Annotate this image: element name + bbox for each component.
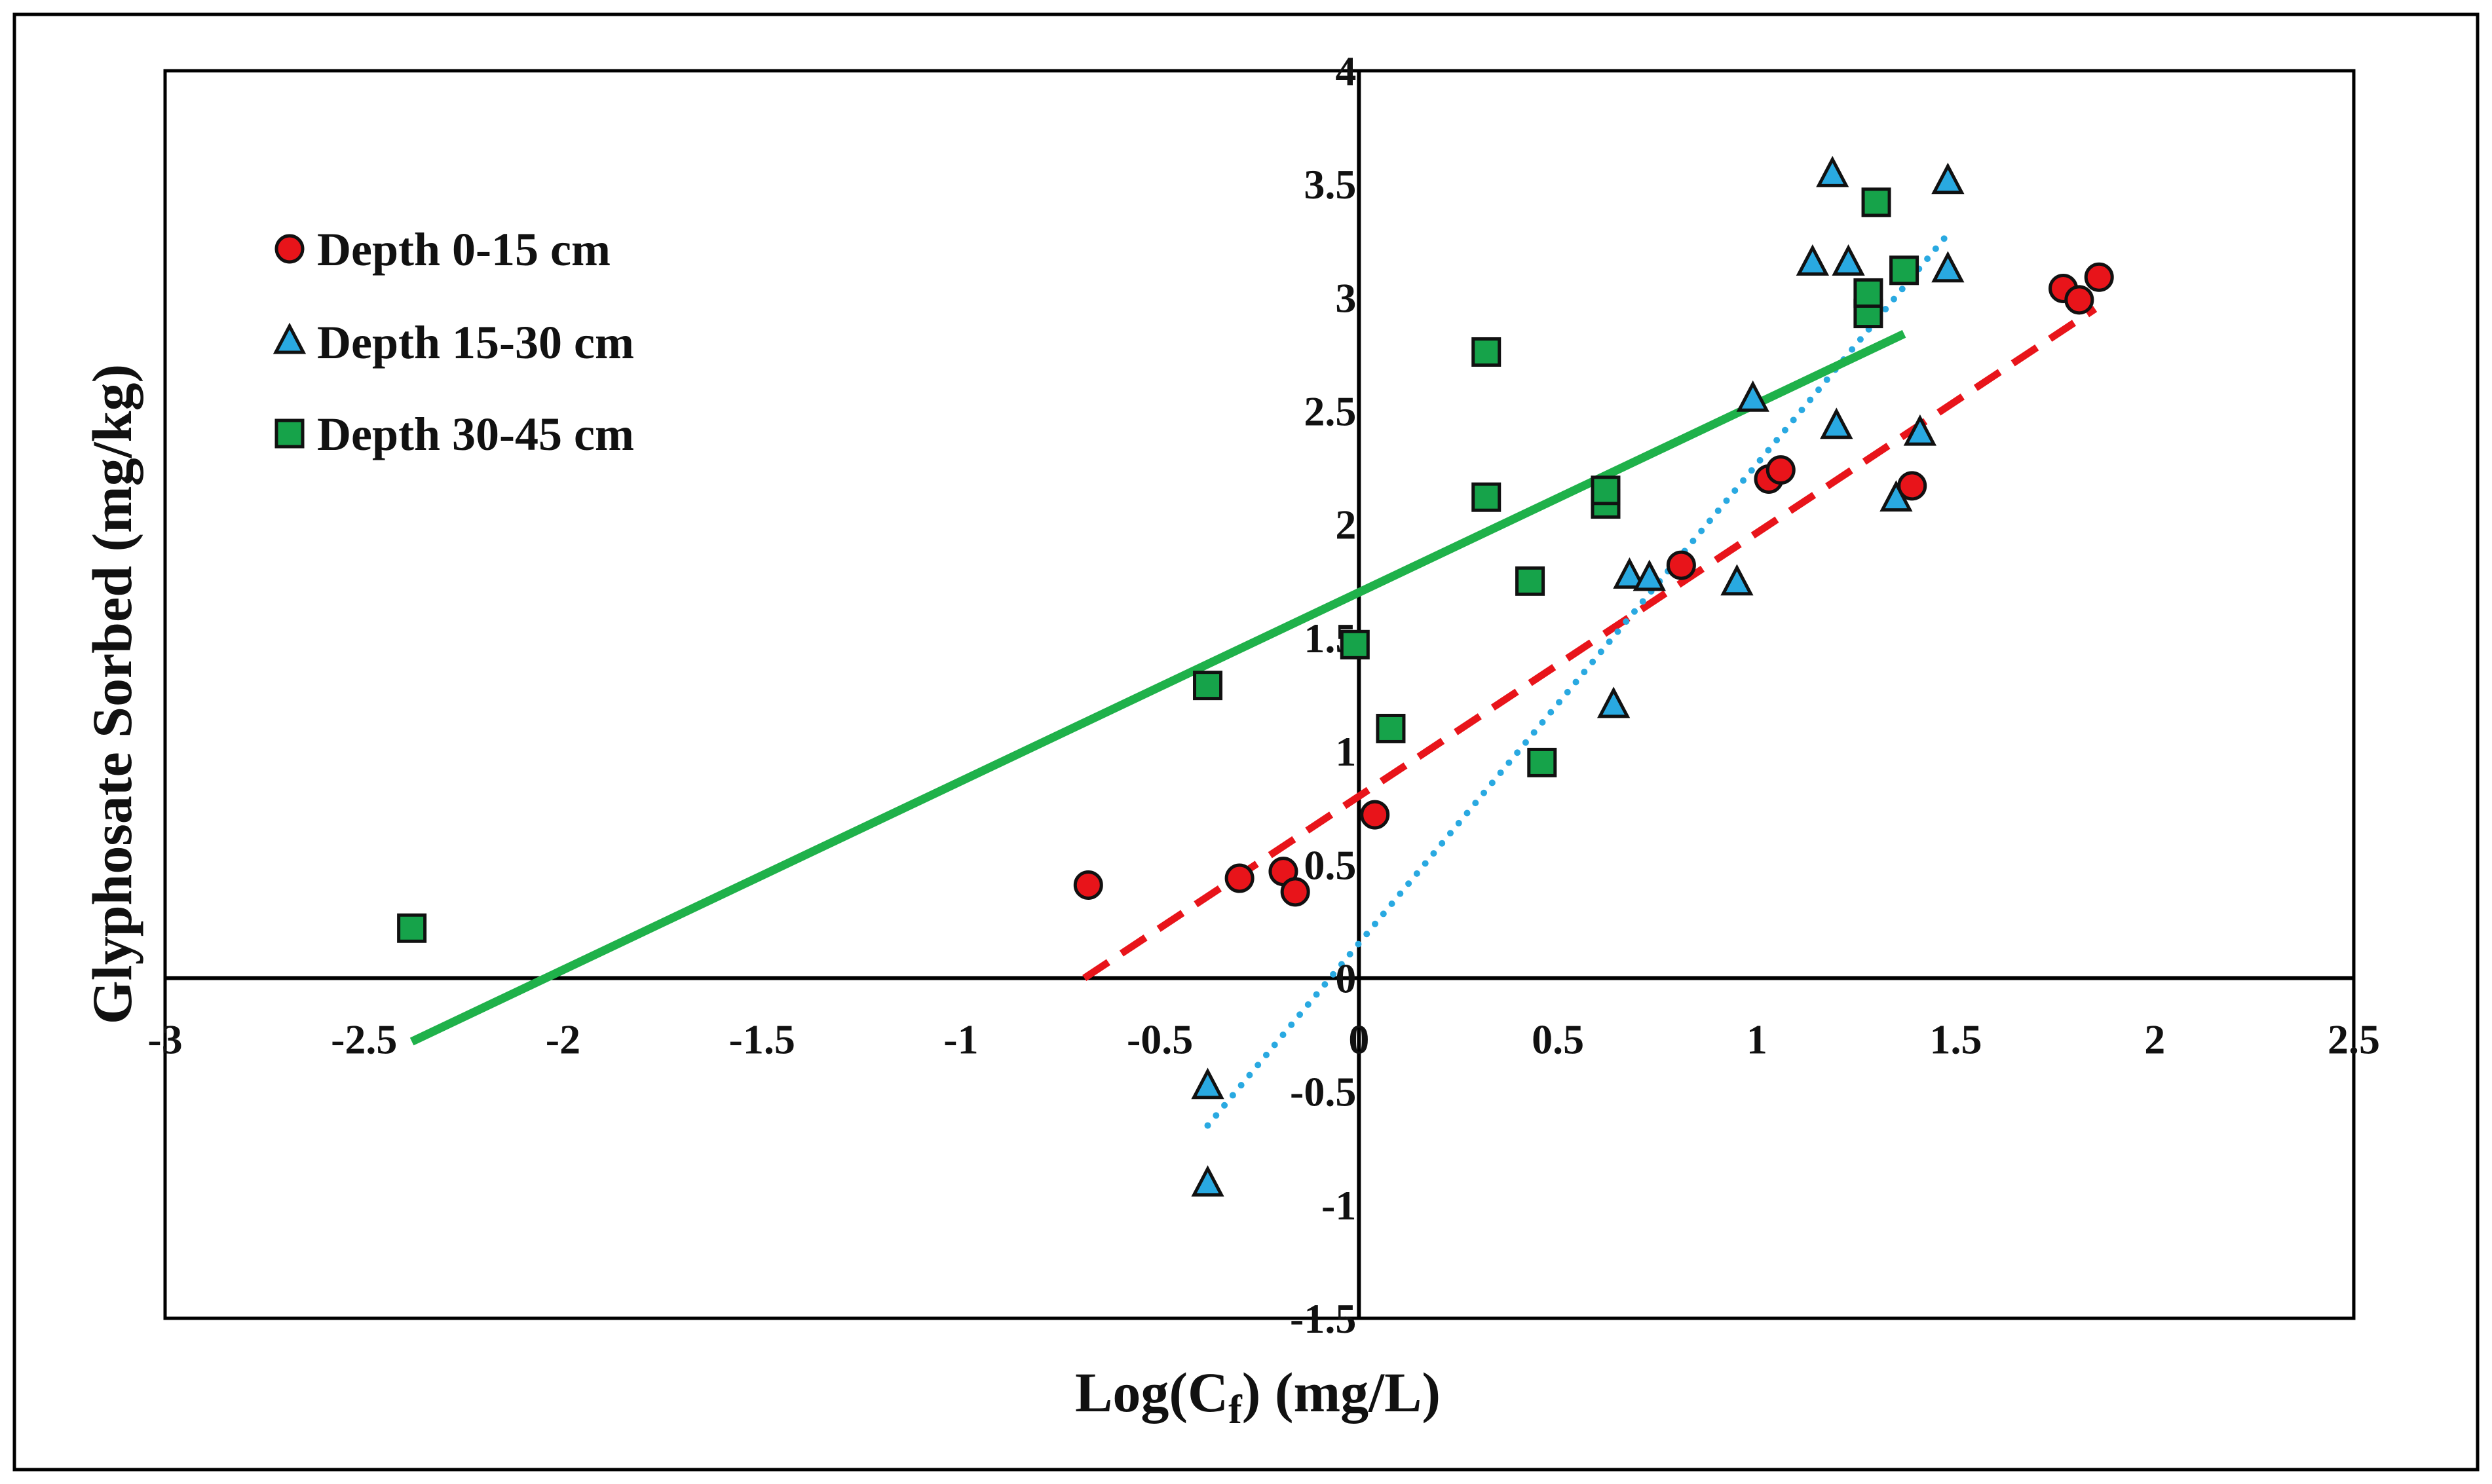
x-tick-label: -1 — [943, 1016, 978, 1062]
data-point-series-1 — [1736, 380, 1769, 412]
legend-item-depth-30-45: Depth 30-45 cm — [274, 408, 634, 460]
y-tick-label: 0 — [1335, 955, 1356, 1001]
x-tick-label: 1.5 — [1930, 1016, 1982, 1062]
y-tick-label: 3 — [1335, 274, 1356, 321]
data-point-series-0 — [1360, 800, 1390, 830]
y-tick-label: 0.5 — [1304, 842, 1356, 888]
data-point-series-1 — [1816, 155, 1849, 187]
data-point-series-2 — [1471, 337, 1501, 367]
tick-labels: -3 -2.5 -2 -1.5 -1 -0.5 0 0.5 1 1.5 2 2.5 -1.5 -1 -0.5… — [147, 48, 2380, 1342]
data-point-series-1 — [1613, 557, 1646, 589]
data-point-series-0 — [2064, 285, 2094, 315]
legend: Depth 0-15 cm Depth 15-30 cm Depth 30-45… — [273, 223, 634, 460]
data-point-series-1 — [1596, 686, 1631, 718]
x-axis-title-subscript: f — [1228, 1388, 1243, 1432]
trend-lines — [409, 231, 2098, 1129]
y-tick-label: 1 — [1335, 728, 1356, 775]
legend-label-depth-0-15: Depth 0-15 cm — [317, 223, 611, 276]
trend-line-series-1 — [1204, 231, 1952, 1129]
x-tick-label: -3 — [147, 1016, 182, 1062]
x-tick-label: -2.5 — [331, 1016, 397, 1062]
y-tick-label: -1.5 — [1290, 1295, 1356, 1342]
data-point-series-0 — [1666, 550, 1696, 580]
data-point-series-2 — [1591, 475, 1621, 506]
x-tick-label: -2 — [546, 1016, 580, 1062]
data-point-series-0 — [1765, 455, 1796, 485]
x-tick-label: -1.5 — [729, 1016, 795, 1062]
data-point-series-1 — [1191, 1165, 1224, 1197]
data-point-series-2 — [1340, 629, 1370, 659]
data-point-series-1 — [1879, 480, 1913, 512]
x-tick-label: -0.5 — [1127, 1016, 1193, 1062]
y-axis-title: Glyphosate Sorbed (mg/kg) — [81, 364, 143, 1024]
trend-line-series-0 — [1082, 306, 2098, 982]
data-point-series-0 — [1224, 863, 1255, 893]
legend-item-depth-0-15: Depth 0-15 cm — [274, 223, 611, 276]
data-point-series-0 — [2084, 262, 2114, 292]
legend-label-depth-30-45: Depth 30-45 cm — [317, 408, 634, 460]
y-tick-label: -1 — [1321, 1182, 1356, 1229]
x-tick-label: 0.5 — [1532, 1016, 1584, 1062]
data-point-series-2 — [1193, 671, 1223, 701]
data-point-series-1 — [1832, 244, 1865, 276]
legend-marker-triangle — [273, 322, 307, 354]
x-axis-title-main: Log(C — [1075, 1361, 1228, 1424]
y-tick-label: -0.5 — [1290, 1069, 1356, 1115]
data-point-series-1 — [1191, 1067, 1224, 1100]
data-point-series-2 — [1471, 482, 1501, 512]
y-tick-label: 4 — [1335, 48, 1356, 94]
data-point-series-2 — [1853, 278, 1883, 308]
data-points — [397, 155, 2114, 1197]
data-point-series-0 — [1280, 877, 1310, 907]
data-point-series-1 — [1903, 414, 1937, 446]
legend-item-depth-15-30: Depth 15-30 cm — [273, 316, 634, 369]
legend-marker-square — [274, 418, 305, 449]
legend-label-depth-15-30: Depth 15-30 cm — [317, 316, 634, 369]
data-point-series-1 — [1720, 564, 1754, 596]
legend-marker-circle — [274, 234, 305, 264]
chart-outer-border — [12, 12, 2480, 1472]
data-point-series-2 — [1515, 566, 1545, 596]
x-axis-title: Log(Cf) (mg/L) — [1075, 1361, 1441, 1432]
data-point-series-2 — [1527, 747, 1557, 777]
legend-marker-shape — [274, 418, 305, 449]
data-point-series-2 — [1376, 713, 1406, 743]
data-point-series-1 — [1931, 251, 1965, 283]
legend-marker-shape — [274, 234, 305, 264]
data-point-series-2 — [1889, 255, 1919, 286]
data-point-series-1 — [1931, 162, 1965, 195]
x-tick-label: 2.5 — [2328, 1016, 2380, 1062]
plot-area — [163, 69, 2356, 1320]
data-point-series-0 — [1073, 870, 1103, 900]
data-point-series-1 — [1633, 559, 1666, 591]
y-tick-label: 2 — [1335, 502, 1356, 548]
data-point-series-2 — [397, 913, 427, 943]
data-point-series-1 — [1820, 407, 1853, 439]
y-tick-label: 2.5 — [1304, 388, 1356, 435]
x-axis-title-suffix: ) (mg/L) — [1242, 1361, 1441, 1424]
x-tick-label: 2 — [2144, 1016, 2165, 1062]
data-point-series-2 — [1861, 187, 1891, 217]
x-tick-label: 1 — [1746, 1016, 1767, 1062]
legend-marker-shape — [273, 322, 307, 354]
data-point-series-1 — [1796, 244, 1829, 276]
trend-line-series-2 — [409, 329, 1906, 1046]
x-tick-label: 0 — [1348, 1016, 1369, 1062]
y-tick-label: 3.5 — [1304, 161, 1356, 208]
